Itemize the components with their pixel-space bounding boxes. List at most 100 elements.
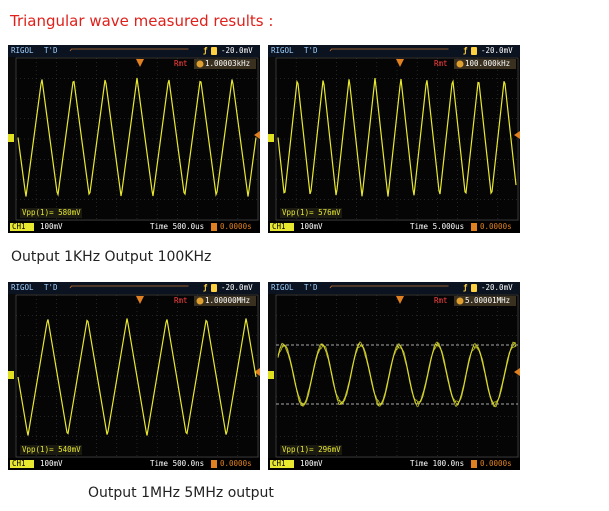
frequency: 5.00001MHz	[465, 296, 510, 305]
trigger-status: T'D	[44, 283, 58, 292]
trigger-channel-icon	[211, 284, 217, 292]
channel: CH1	[272, 459, 286, 468]
top-bar	[8, 45, 260, 57]
trigger-channel-icon	[471, 284, 477, 292]
measurement: Vpp(1)= 540mV	[22, 445, 81, 454]
scale: 100mV	[300, 222, 323, 231]
bottom-bar	[8, 221, 260, 233]
top-bar	[268, 282, 520, 294]
bottom-bar	[268, 221, 520, 233]
trigger-channel-icon	[211, 47, 217, 55]
offset: 0.0000s	[220, 222, 252, 231]
measurement: Vpp(1)= 296mV	[282, 445, 341, 454]
freq-box	[454, 59, 516, 69]
scope-svg: RIGOL T'D ƒ -20.0mV Rmt 100.000kHz Vpp(1)= 576…	[268, 45, 520, 233]
scope-screen: RIGOL T'D ƒ -20.0mV Rmt 100.000kHz Vpp(1)= 576…	[268, 45, 520, 233]
channel: CH1	[12, 459, 26, 468]
channel-box	[10, 223, 34, 231]
scope-screen: RIGOL T'D ƒ -20.0mV Rmt 5.00001MHz Vpp(1)= 296…	[268, 282, 520, 470]
trigger-marker	[396, 296, 404, 304]
top-bar	[268, 45, 520, 57]
trigger-icon: ƒ	[203, 283, 208, 292]
trigger-level: -20.0mV	[221, 283, 253, 292]
offset-icon	[211, 460, 217, 468]
scale: 100mV	[40, 459, 63, 468]
trigger-marker	[136, 59, 144, 67]
trigger-level: -20.0mV	[481, 46, 513, 55]
waveform	[277, 78, 517, 197]
offset: 0.0000s	[220, 459, 252, 468]
timebase: Time 500.0us	[150, 222, 204, 231]
bottom-bar	[268, 458, 520, 470]
offset-icon	[211, 223, 217, 231]
freq-icon	[196, 60, 204, 68]
timebase: Time 100.0ns	[410, 459, 464, 468]
freq-icon	[456, 60, 464, 68]
trigger-level: -20.0mV	[221, 46, 253, 55]
measure-box	[20, 208, 82, 218]
channel-marker	[268, 134, 274, 142]
measure-box	[20, 445, 82, 455]
offset: 0.0000s	[480, 459, 512, 468]
measurement: Vpp(1)= 580mV	[22, 208, 81, 217]
scope-screen: RIGOL T'D ƒ -20.0mV Rmt 1.00000MHz Vpp(1)= 540…	[8, 282, 260, 470]
frequency: 1.00000MHz	[205, 296, 250, 305]
freq-box	[194, 59, 256, 69]
channel-box	[270, 460, 294, 468]
trigger-channel-icon	[471, 47, 477, 55]
offset: 0.0000s	[480, 222, 512, 231]
page-title: Triangular wave measured results :	[10, 12, 274, 30]
brand: RIGOL	[11, 283, 34, 292]
channel-box	[10, 460, 34, 468]
waveform	[277, 341, 517, 408]
scope-svg: RIGOL T'D ƒ -20.0mV Rmt 1.00003kHz Vpp(1)= 580…	[8, 45, 260, 233]
scale: 100mV	[300, 459, 323, 468]
trigger-level-marker	[514, 368, 520, 376]
memory-bar	[69, 285, 189, 289]
offset-icon	[471, 223, 477, 231]
trigger-icon: ƒ	[203, 46, 208, 55]
measure-box	[280, 208, 342, 218]
scale: 100mV	[40, 222, 63, 231]
trigger-marker	[396, 59, 404, 67]
frequency: 100.000kHz	[465, 59, 510, 68]
channel-marker	[8, 371, 14, 379]
caption: Output 1KHz Output 100KHz	[11, 249, 212, 265]
channel: CH1	[272, 222, 286, 231]
freq-box	[454, 296, 516, 306]
trigger-icon: ƒ	[463, 46, 468, 55]
mode: Rmt	[434, 59, 448, 68]
measurement: Vpp(1)= 576mV	[282, 208, 341, 217]
trigger-status: T'D	[304, 46, 318, 55]
waveform	[17, 77, 257, 197]
channel: CH1	[12, 222, 26, 231]
brand: RIGOL	[11, 46, 34, 55]
trigger-level: -20.0mV	[481, 283, 513, 292]
timebase: Time 5.000us	[410, 222, 464, 231]
waveform	[277, 341, 517, 408]
freq-icon	[196, 297, 204, 305]
top-bar	[8, 282, 260, 294]
trigger-status: T'D	[304, 283, 318, 292]
mode: Rmt	[174, 296, 188, 305]
measure-box	[280, 445, 342, 455]
trigger-icon: ƒ	[463, 283, 468, 292]
brand: RIGOL	[271, 283, 294, 292]
channel-marker	[8, 134, 14, 142]
timebase: Time 500.0ns	[150, 459, 204, 468]
trigger-status: T'D	[44, 46, 58, 55]
frequency: 1.00003kHz	[205, 59, 250, 68]
trigger-level-marker	[514, 131, 520, 139]
scope-screen: RIGOL T'D ƒ -20.0mV Rmt 1.00003kHz Vpp(1)= 580…	[8, 45, 260, 233]
memory-bar	[329, 285, 449, 289]
scope-svg: RIGOL T'D ƒ -20.0mV Rmt 5.00001MHz Vpp(1)= 296…	[268, 282, 520, 470]
freq-icon	[456, 297, 464, 305]
trigger-level-marker	[254, 131, 260, 139]
brand: RIGOL	[271, 46, 294, 55]
freq-box	[194, 296, 256, 306]
channel-box	[270, 223, 294, 231]
channel-marker	[268, 371, 274, 379]
mode: Rmt	[434, 296, 448, 305]
memory-bar	[329, 48, 449, 52]
